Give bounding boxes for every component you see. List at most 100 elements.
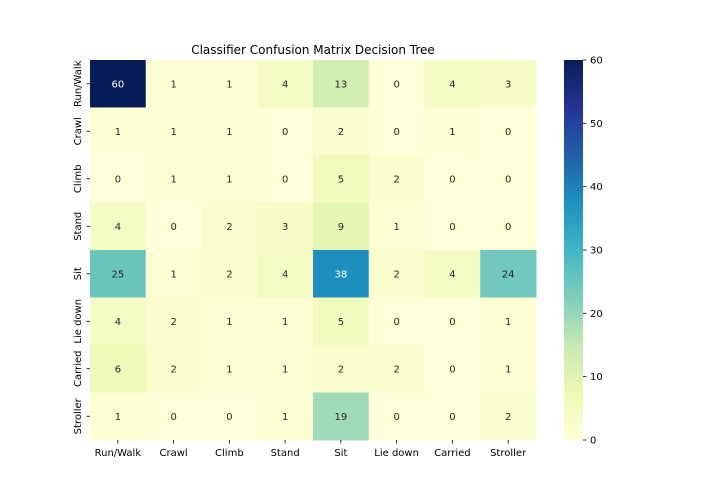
heatmap-cell: [480, 345, 537, 393]
heatmap-cell: [201, 60, 258, 108]
heatmap-cell: [480, 155, 537, 203]
cell-value-label: 1: [449, 127, 455, 138]
cell-value-label: 0: [449, 412, 455, 423]
cell-value-label: 3: [505, 79, 511, 90]
cell-value-label: 0: [505, 127, 511, 138]
x-tick-label: Sit: [334, 448, 347, 459]
cell-value-label: 0: [449, 222, 455, 233]
heatmap-cell: [90, 155, 147, 203]
cell-value-label: 2: [338, 364, 344, 375]
heatmap-cell: [424, 297, 481, 346]
cell-value-label: 0: [449, 364, 455, 375]
heatmap-cell: [368, 107, 425, 156]
y-tick-label: Lie down: [73, 299, 84, 344]
heatmap-cell: [257, 297, 314, 346]
cell-value-label: 19: [335, 412, 348, 423]
heatmap-cell: [145, 345, 202, 393]
cell-value-label: 1: [282, 364, 288, 375]
heatmap-cell: [313, 107, 370, 156]
cell-value-label: 2: [170, 317, 176, 328]
heatmap-cell: [313, 202, 370, 251]
chart-title: Classifier Confusion Matrix Decision Tre…: [191, 43, 435, 57]
y-axis: Run/Walk Crawl Climb Stand Sit Lie down Carrie…: [73, 60, 90, 434]
cell-value-label: 0: [505, 222, 511, 233]
x-tick-label: Climb: [215, 448, 244, 459]
y-tick-label: Climb: [73, 164, 84, 193]
x-tick-label: Lie down: [374, 448, 419, 459]
cell-value-label: 4: [282, 79, 288, 90]
y-tick-label: Carried: [73, 351, 84, 387]
heatmap-cell: [424, 345, 481, 393]
heatmap-cell: [313, 60, 370, 108]
cell-value-label: 2: [170, 364, 176, 375]
y-tick-label: Crawl: [73, 117, 84, 145]
cell-value-label: 0: [170, 412, 176, 423]
cell-value-label: 1: [226, 364, 232, 375]
colorbar-gradient: [564, 60, 583, 440]
heatmap-cell: [90, 107, 147, 156]
heatmap-cell: [90, 202, 147, 251]
cell-value-label: 0: [505, 174, 511, 185]
cell-value-label: 1: [226, 317, 232, 328]
heatmap-cell: [313, 155, 370, 203]
heatmap-cell: [201, 392, 258, 441]
heatmap-cell: [201, 297, 258, 346]
x-tick-label: Crawl: [160, 448, 188, 459]
colorbar-tick-label: 10: [590, 372, 603, 383]
y-tick-label: Stand: [73, 212, 84, 241]
heatmap-cell: [257, 202, 314, 251]
heatmap-cell: [313, 392, 370, 441]
heatmap-cell: [257, 155, 314, 203]
colorbar-tick-label: 40: [590, 182, 603, 193]
cell-value-label: 2: [226, 222, 232, 233]
heatmap-cell: [201, 155, 258, 203]
x-tick-label: Run/Walk: [95, 448, 142, 459]
colorbar: 0 10 20 30 40 50 60: [564, 56, 603, 447]
heatmap-cell: [201, 250, 258, 298]
heatmap-cell: [424, 155, 481, 203]
colorbar-tick-label: 0: [590, 436, 596, 447]
heatmap-cell: [480, 202, 537, 251]
cell-value-label: 1: [505, 364, 511, 375]
cell-value-label: 60: [112, 79, 125, 90]
cell-value-label: 38: [335, 269, 348, 280]
cell-value-label: 1: [505, 317, 511, 328]
heatmap-cell: [424, 250, 481, 298]
x-tick-label: Carried: [434, 448, 470, 459]
cell-value-label: 1: [115, 412, 121, 423]
cell-value-label: 1: [115, 127, 121, 138]
cell-value-label: 4: [115, 222, 121, 233]
heatmap-cell: [424, 107, 481, 156]
heatmap-cell: [90, 345, 147, 393]
heatmap-cell: [145, 250, 202, 298]
heatmap-cell: [257, 250, 314, 298]
cell-value-label: 0: [449, 317, 455, 328]
cell-value-label: 0: [115, 174, 121, 185]
heatmap-cell: [145, 155, 202, 203]
heatmap-cell: [313, 345, 370, 393]
colorbar-tick-label: 50: [590, 119, 603, 130]
heatmap-cell: [145, 392, 202, 441]
heatmap-cell: [257, 345, 314, 393]
heatmap-cell: [313, 250, 370, 298]
cell-value-label: 2: [393, 364, 399, 375]
y-tick-label: Run/Walk: [73, 60, 84, 107]
cell-value-label: 9: [338, 222, 344, 233]
cell-value-label: 0: [393, 127, 399, 138]
cell-value-label: 2: [393, 269, 399, 280]
heatmap-cell: [201, 202, 258, 251]
heatmap-cell: [480, 250, 537, 298]
cell-value-label: 0: [282, 174, 288, 185]
cell-value-label: 1: [226, 174, 232, 185]
y-tick-label: Stroller: [73, 397, 84, 434]
cell-value-label: 5: [338, 174, 344, 185]
heatmap-cell: [368, 250, 425, 298]
cell-value-label: 2: [226, 269, 232, 280]
heatmap-cell: [424, 60, 481, 108]
heatmap-cell: [257, 107, 314, 156]
heatmap-cell: [368, 345, 425, 393]
heatmap-cell: [145, 202, 202, 251]
cell-value-label: 0: [282, 127, 288, 138]
cell-value-label: 4: [282, 269, 288, 280]
cell-value-label: 1: [282, 412, 288, 423]
